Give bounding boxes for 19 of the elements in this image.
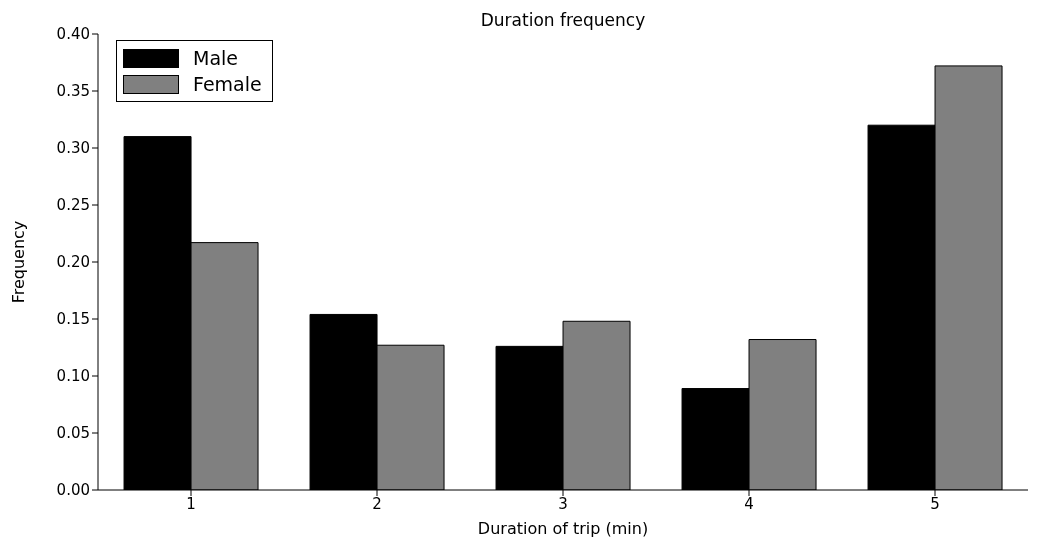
y-tick-label: 0.40 <box>56 25 90 44</box>
x-tick-label: 3 <box>558 494 568 513</box>
y-tick-label: 0.10 <box>56 367 90 386</box>
x-axis-title: Duration of trip (min) <box>477 519 649 538</box>
y-tick-label: 0.25 <box>56 196 90 215</box>
y-tick-label: 0.15 <box>56 310 90 329</box>
legend-label: Female <box>193 73 262 95</box>
x-tick-label: 5 <box>930 494 940 513</box>
chart-title: Duration frequency <box>479 10 647 30</box>
y-tick-label: 0.05 <box>56 424 90 443</box>
y-tick-label: 0.00 <box>56 481 90 500</box>
y-axis-title: Frequency <box>8 220 28 304</box>
legend-label: Male <box>193 47 239 69</box>
y-tick-label: 0.20 <box>56 253 90 272</box>
x-tick-label: 1 <box>186 494 196 513</box>
y-tick-label: 0.30 <box>56 139 90 158</box>
y-tick-label: 0.35 <box>56 82 90 101</box>
x-tick-label: 4 <box>744 494 754 513</box>
x-tick-label: 2 <box>372 494 382 513</box>
